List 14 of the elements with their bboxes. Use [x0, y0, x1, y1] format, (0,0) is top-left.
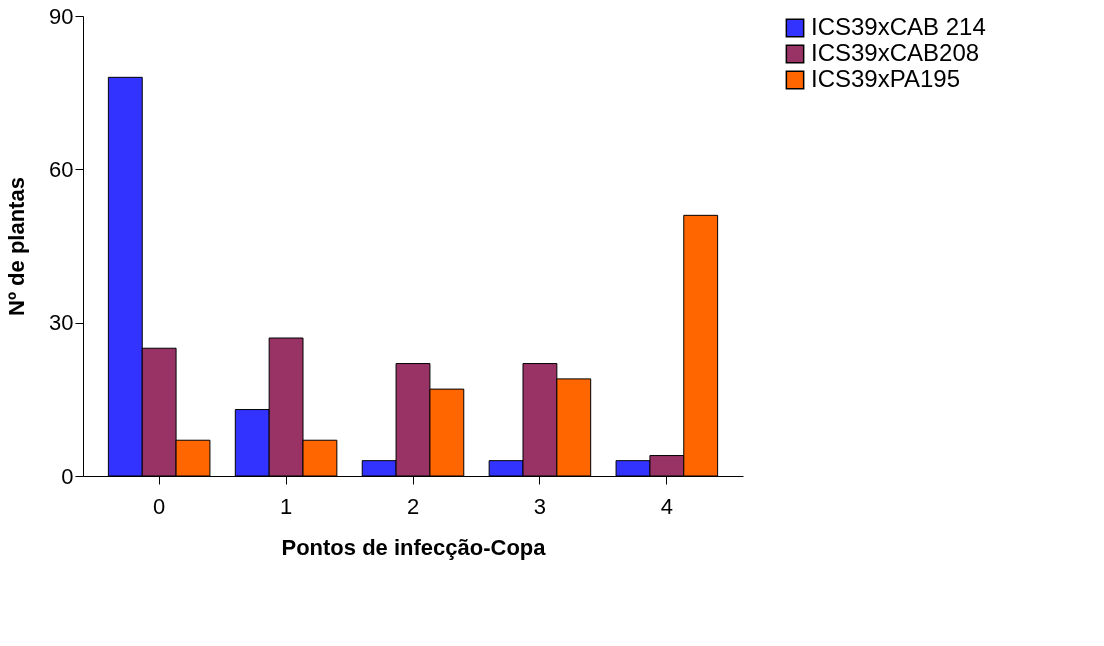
- x-axis-title: Pontos de infecção-Copa: [281, 534, 547, 560]
- y-tick-label: 30: [49, 310, 74, 336]
- x-tick-label: 4: [660, 493, 673, 519]
- x-tick-label: 3: [533, 493, 547, 519]
- x-tick-label: 1: [279, 493, 293, 519]
- x-tick-label: 0: [153, 493, 166, 519]
- y-tick-label: 90: [49, 3, 74, 29]
- x-tick-label: 2: [406, 493, 420, 519]
- y-tick-label: 0: [61, 463, 74, 489]
- legend-label: ICS39xCAB 214: [811, 13, 986, 40]
- y-tick-label: 60: [49, 156, 74, 182]
- legend-label: ICS39xCAB208: [811, 39, 980, 66]
- y-axis-title: Nº de plantas: [4, 177, 30, 316]
- legend-label: ICS39xPA195: [811, 65, 960, 92]
